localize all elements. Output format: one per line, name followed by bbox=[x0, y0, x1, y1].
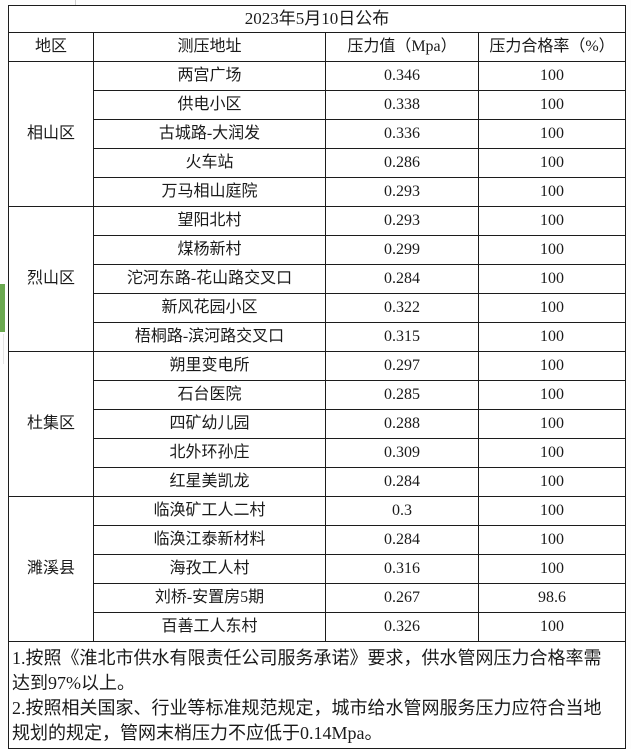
pass-rate-cell: 100 bbox=[478, 554, 626, 584]
address-cell: 四矿幼儿园 bbox=[93, 409, 326, 439]
pass-rate-cell: 100 bbox=[478, 119, 626, 149]
pass-rate-cell: 100 bbox=[478, 177, 626, 207]
pressure-cell: 0.299 bbox=[325, 235, 479, 265]
table-row: 杜集区 朔里变电所 0.297 100 bbox=[8, 351, 626, 497]
pressure-cell: 0.326 bbox=[325, 612, 479, 642]
col-header-pass-rate: 压力合格率（%） bbox=[478, 32, 626, 62]
pressure-cell: 0.288 bbox=[325, 409, 479, 439]
pressure-cell: 0.316 bbox=[325, 554, 479, 584]
pass-rate-cell: 100 bbox=[478, 438, 626, 468]
notes-row: 1.按照《淮北市供水有限责任公司服务承诺》要求，供水管网压力合格率需达到97%以… bbox=[8, 641, 626, 749]
region-cell: 濉溪县 bbox=[8, 496, 94, 642]
gridline-remnant bbox=[3, 334, 4, 364]
pressure-cell: 0.293 bbox=[325, 177, 479, 207]
col-header-pressure: 压力值（Mpa） bbox=[325, 32, 479, 62]
region-cell: 杜集区 bbox=[8, 351, 94, 497]
note-line-1: 1.按照《淮北市供水有限责任公司服务承诺》要求，供水管网压力合格率需达到97%以… bbox=[12, 648, 602, 693]
table-row: 万马相山庭院 0.293 100 bbox=[9, 177, 626, 207]
col-header-region: 地区 bbox=[8, 32, 94, 62]
table-row: 煤杨新村 0.299 100 bbox=[9, 235, 626, 265]
pressure-cell: 0.286 bbox=[325, 148, 479, 178]
pressure-cell: 0.346 bbox=[325, 61, 479, 91]
table-row: 火车站 0.286 100 bbox=[9, 148, 626, 178]
address-cell: 万马相山庭院 bbox=[93, 177, 326, 207]
address-cell: 石台医院 bbox=[93, 380, 326, 410]
region-cell: 烈山区 bbox=[8, 206, 94, 352]
pass-rate-cell: 100 bbox=[478, 206, 626, 236]
pass-rate-cell: 100 bbox=[478, 380, 626, 410]
pass-rate-cell: 100 bbox=[478, 90, 626, 120]
pass-rate-cell: 100 bbox=[478, 496, 626, 526]
pass-rate-cell: 100 bbox=[478, 293, 626, 323]
address-cell: 沱河东路-花山路交叉口 bbox=[93, 264, 326, 294]
pass-rate-cell: 100 bbox=[478, 525, 626, 555]
table-row: 古城路-大润发 0.336 100 bbox=[9, 119, 626, 149]
table-row: 烈山区 望阳北村 0.293 100 bbox=[8, 206, 626, 352]
pass-rate-cell: 100 bbox=[478, 322, 626, 352]
address-cell: 两宫广场 bbox=[93, 61, 326, 91]
pressure-cell: 0.309 bbox=[325, 438, 479, 468]
table-row: 石台医院 0.285 100 bbox=[9, 380, 626, 410]
address-cell: 梧桐路-滨河路交叉口 bbox=[93, 322, 326, 352]
pass-rate-cell: 100 bbox=[478, 409, 626, 439]
pressure-cell: 0.336 bbox=[325, 119, 479, 149]
pass-rate-cell: 100 bbox=[478, 467, 626, 497]
pass-rate-cell: 98.6 bbox=[478, 583, 626, 613]
pressure-cell: 0.284 bbox=[325, 525, 479, 555]
pressure-cell: 0.3 bbox=[325, 496, 479, 526]
pressure-cell: 0.293 bbox=[325, 206, 479, 236]
pass-rate-cell: 100 bbox=[478, 612, 626, 642]
pass-rate-cell: 100 bbox=[478, 264, 626, 294]
address-cell: 刘桥-安置房5期 bbox=[93, 583, 326, 613]
pressure-cell: 0.284 bbox=[325, 264, 479, 294]
table-row: 百善工人东村 0.326 100 bbox=[9, 612, 626, 642]
pressure-cell: 0.322 bbox=[325, 293, 479, 323]
address-cell: 古城路-大润发 bbox=[93, 119, 326, 149]
table-row: 临涣江泰新材料 0.284 100 bbox=[9, 525, 626, 555]
address-cell: 望阳北村 bbox=[93, 206, 326, 236]
col-header-address: 测压地址 bbox=[93, 32, 326, 62]
address-cell: 临涣江泰新材料 bbox=[93, 525, 326, 555]
pressure-cell: 0.284 bbox=[325, 467, 479, 497]
table-row: 梧桐路-滨河路交叉口 0.315 100 bbox=[9, 322, 626, 352]
address-cell: 红星美凯龙 bbox=[93, 467, 326, 497]
address-cell: 北外环孙庄 bbox=[93, 438, 326, 468]
title-row: 2023年5月10日公布 bbox=[8, 5, 626, 33]
pressure-cell: 0.315 bbox=[325, 322, 479, 352]
address-cell: 海孜工人村 bbox=[93, 554, 326, 584]
notes-cell: 1.按照《淮北市供水有限责任公司服务承诺》要求，供水管网压力合格率需达到97%以… bbox=[8, 641, 626, 749]
pass-rate-cell: 100 bbox=[478, 61, 626, 91]
pressure-cell: 0.267 bbox=[325, 583, 479, 613]
table-row: 沱河东路-花山路交叉口 0.284 100 bbox=[9, 264, 626, 294]
table-row: 北外环孙庄 0.309 100 bbox=[9, 438, 626, 468]
table-row: 濉溪县 临涣矿工人二村 0.3 100 bbox=[8, 496, 626, 642]
pass-rate-cell: 100 bbox=[478, 351, 626, 381]
address-cell: 煤杨新村 bbox=[93, 235, 326, 265]
table-row: 刘桥-安置房5期 0.267 98.6 bbox=[9, 583, 626, 613]
pressure-cell: 0.285 bbox=[325, 380, 479, 410]
region-cell: 相山区 bbox=[8, 61, 94, 207]
table-row: 红星美凯龙 0.284 100 bbox=[9, 467, 626, 497]
address-cell: 百善工人东村 bbox=[93, 612, 326, 642]
pressure-cell: 0.297 bbox=[325, 351, 479, 381]
pressure-cell: 0.338 bbox=[325, 90, 479, 120]
table-row: 海孜工人村 0.316 100 bbox=[9, 554, 626, 584]
table-row: 新风花园小区 0.322 100 bbox=[9, 293, 626, 323]
note-line-2: 2.按照相关国家、行业等标准规范规定，城市给水管网服务压力应符合当地规划的规定，… bbox=[12, 698, 602, 743]
table-row: 供电小区 0.338 100 bbox=[9, 90, 626, 120]
row-selection-indicator bbox=[0, 284, 5, 332]
address-cell: 供电小区 bbox=[93, 90, 326, 120]
gridline-remnant bbox=[75, 0, 76, 5]
address-cell: 朔里变电所 bbox=[93, 351, 326, 381]
pressure-table: 2023年5月10日公布 地区 测压地址 压力值（Mpa） 压力合格率（%） 相… bbox=[8, 5, 626, 749]
table-row: 相山区 两宫广场 0.346 100 bbox=[8, 61, 626, 207]
table-title: 2023年5月10日公布 bbox=[8, 5, 626, 33]
address-cell: 临涣矿工人二村 bbox=[93, 496, 326, 526]
pass-rate-cell: 100 bbox=[478, 148, 626, 178]
header-row: 地区 测压地址 压力值（Mpa） 压力合格率（%） bbox=[8, 32, 626, 62]
address-cell: 新风花园小区 bbox=[93, 293, 326, 323]
address-cell: 火车站 bbox=[93, 148, 326, 178]
table-row: 四矿幼儿园 0.288 100 bbox=[9, 409, 626, 439]
pass-rate-cell: 100 bbox=[478, 235, 626, 265]
